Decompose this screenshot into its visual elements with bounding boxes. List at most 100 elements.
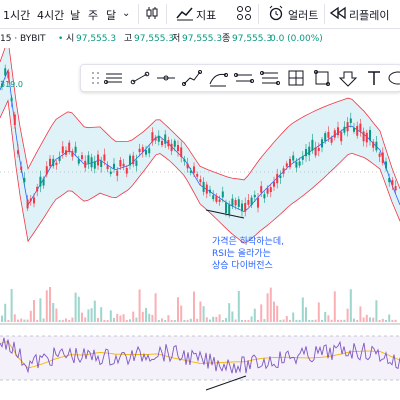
candle-body — [378, 153, 381, 157]
volume-bar — [109, 310, 112, 322]
volume-bar — [221, 320, 224, 322]
replay-label[interactable]: 리플레이 — [349, 9, 390, 22]
candle-body — [295, 162, 298, 168]
volume-bar — [81, 312, 83, 322]
candle-body — [167, 140, 170, 147]
volume-bar — [106, 320, 109, 322]
volume-bar — [193, 291, 195, 322]
volume-bar — [122, 314, 125, 322]
candle-body — [164, 134, 167, 144]
price-label: 319.0 — [0, 80, 23, 89]
candle-body — [228, 204, 231, 215]
volume-bar — [273, 301, 275, 322]
candle-body — [42, 178, 45, 186]
candle-body — [61, 146, 64, 154]
timeframe-1h[interactable]: 1시간 — [3, 9, 31, 22]
open-value: 97,555.3 — [76, 34, 117, 44]
alarm-clock-icon[interactable] — [268, 5, 284, 25]
candle-body — [381, 152, 384, 164]
candlestick-icon[interactable] — [144, 5, 160, 25]
timeframe-month[interactable]: 달 — [106, 9, 117, 22]
symbol-name[interactable]: 15 · BYBIT — [0, 34, 46, 44]
annotation-line: 가격은 하락하는데, — [212, 237, 284, 247]
volume-bar — [349, 289, 352, 322]
candle-body — [4, 68, 7, 76]
drag-handle-icon[interactable] — [85, 67, 107, 89]
candlesticks — [1, 64, 397, 218]
volume-bar — [84, 317, 87, 322]
layout-grid-icon[interactable] — [236, 5, 252, 25]
volume-bar — [173, 320, 176, 322]
candle-body — [97, 154, 99, 166]
indicators-icon[interactable] — [176, 5, 194, 25]
pattern-icon[interactable] — [285, 67, 307, 89]
volume-bar — [93, 300, 96, 322]
volume-bar — [212, 316, 215, 322]
candle-body — [173, 140, 176, 147]
curve-icon[interactable] — [207, 67, 229, 89]
parallel-channel-icon[interactable] — [233, 67, 255, 89]
arrow-down-icon[interactable] — [337, 67, 359, 89]
volume-bar — [71, 317, 74, 322]
candle-body — [209, 189, 211, 193]
volume-bar — [113, 317, 115, 322]
low-value: 97,555.3 — [182, 34, 223, 44]
divergence-price-line[interactable] — [205, 209, 245, 219]
rectangle-icon[interactable] — [311, 67, 333, 89]
divergence-rsi-line[interactable] — [205, 375, 247, 391]
chevron-down-icon[interactable]: ⌄ — [122, 8, 131, 19]
divider — [258, 4, 259, 24]
volume-bar — [311, 320, 314, 322]
candle-body — [93, 161, 96, 169]
candle-body — [337, 127, 339, 136]
volume-bar — [77, 296, 80, 322]
volume-bar — [337, 319, 339, 322]
volume-bar — [68, 320, 71, 322]
timeframe-4h[interactable]: 4시간 — [37, 9, 65, 22]
volume-bar — [135, 317, 138, 322]
candle-body — [394, 186, 397, 191]
alerts-label[interactable]: 얼러트 — [288, 9, 319, 22]
volume-bar — [161, 318, 163, 322]
divider — [166, 4, 167, 24]
candle-body — [87, 155, 90, 164]
candle-body — [282, 168, 285, 174]
rsi-ma-line — [0, 340, 400, 369]
volume-bar — [346, 308, 349, 322]
close-value: 97,555.3 — [232, 34, 273, 44]
candle-body — [324, 133, 327, 142]
candle-body — [113, 163, 115, 169]
candle-body — [81, 155, 83, 159]
candle-body — [100, 160, 103, 167]
volume-bar — [241, 320, 243, 322]
candle-body — [276, 173, 279, 184]
candle-body — [52, 158, 55, 167]
candle-body — [391, 180, 394, 186]
replay-icon[interactable] — [329, 5, 346, 25]
candle-body — [77, 159, 80, 164]
volume-bar — [215, 316, 218, 322]
rsi-line — [0, 337, 400, 374]
price-chart[interactable] — [0, 48, 400, 400]
horizontal-ray-icon[interactable] — [155, 67, 177, 89]
volume-bar — [333, 291, 336, 322]
timeframe-day[interactable]: 날 — [70, 9, 81, 22]
band-lower-line — [0, 99, 400, 244]
ellipse-icon[interactable] — [385, 67, 400, 89]
disjoint-channel-icon[interactable] — [259, 67, 281, 89]
volume-bar — [39, 298, 42, 322]
candle-body — [375, 141, 378, 151]
indicators-label[interactable]: 지표 — [196, 9, 217, 22]
multi-line-icon[interactable] — [103, 67, 125, 89]
candle-body — [273, 181, 275, 187]
path-icon[interactable] — [181, 67, 203, 89]
trend-line-icon[interactable] — [129, 67, 151, 89]
volume-bar — [100, 307, 103, 322]
volume-bar — [231, 311, 234, 322]
divergence-annotation[interactable]: 가격은 하락하는데, RSI는 올라가는 상승 다이버전스 — [212, 236, 284, 272]
candle-body — [260, 186, 263, 193]
symbol-info-row: 15 · BYBIT • 시 97,555.3 고 97,555.3 저 97,… — [0, 30, 400, 48]
text-icon[interactable] — [363, 67, 385, 89]
timeframe-week[interactable]: 주 — [88, 9, 99, 22]
candle-body — [372, 141, 375, 148]
